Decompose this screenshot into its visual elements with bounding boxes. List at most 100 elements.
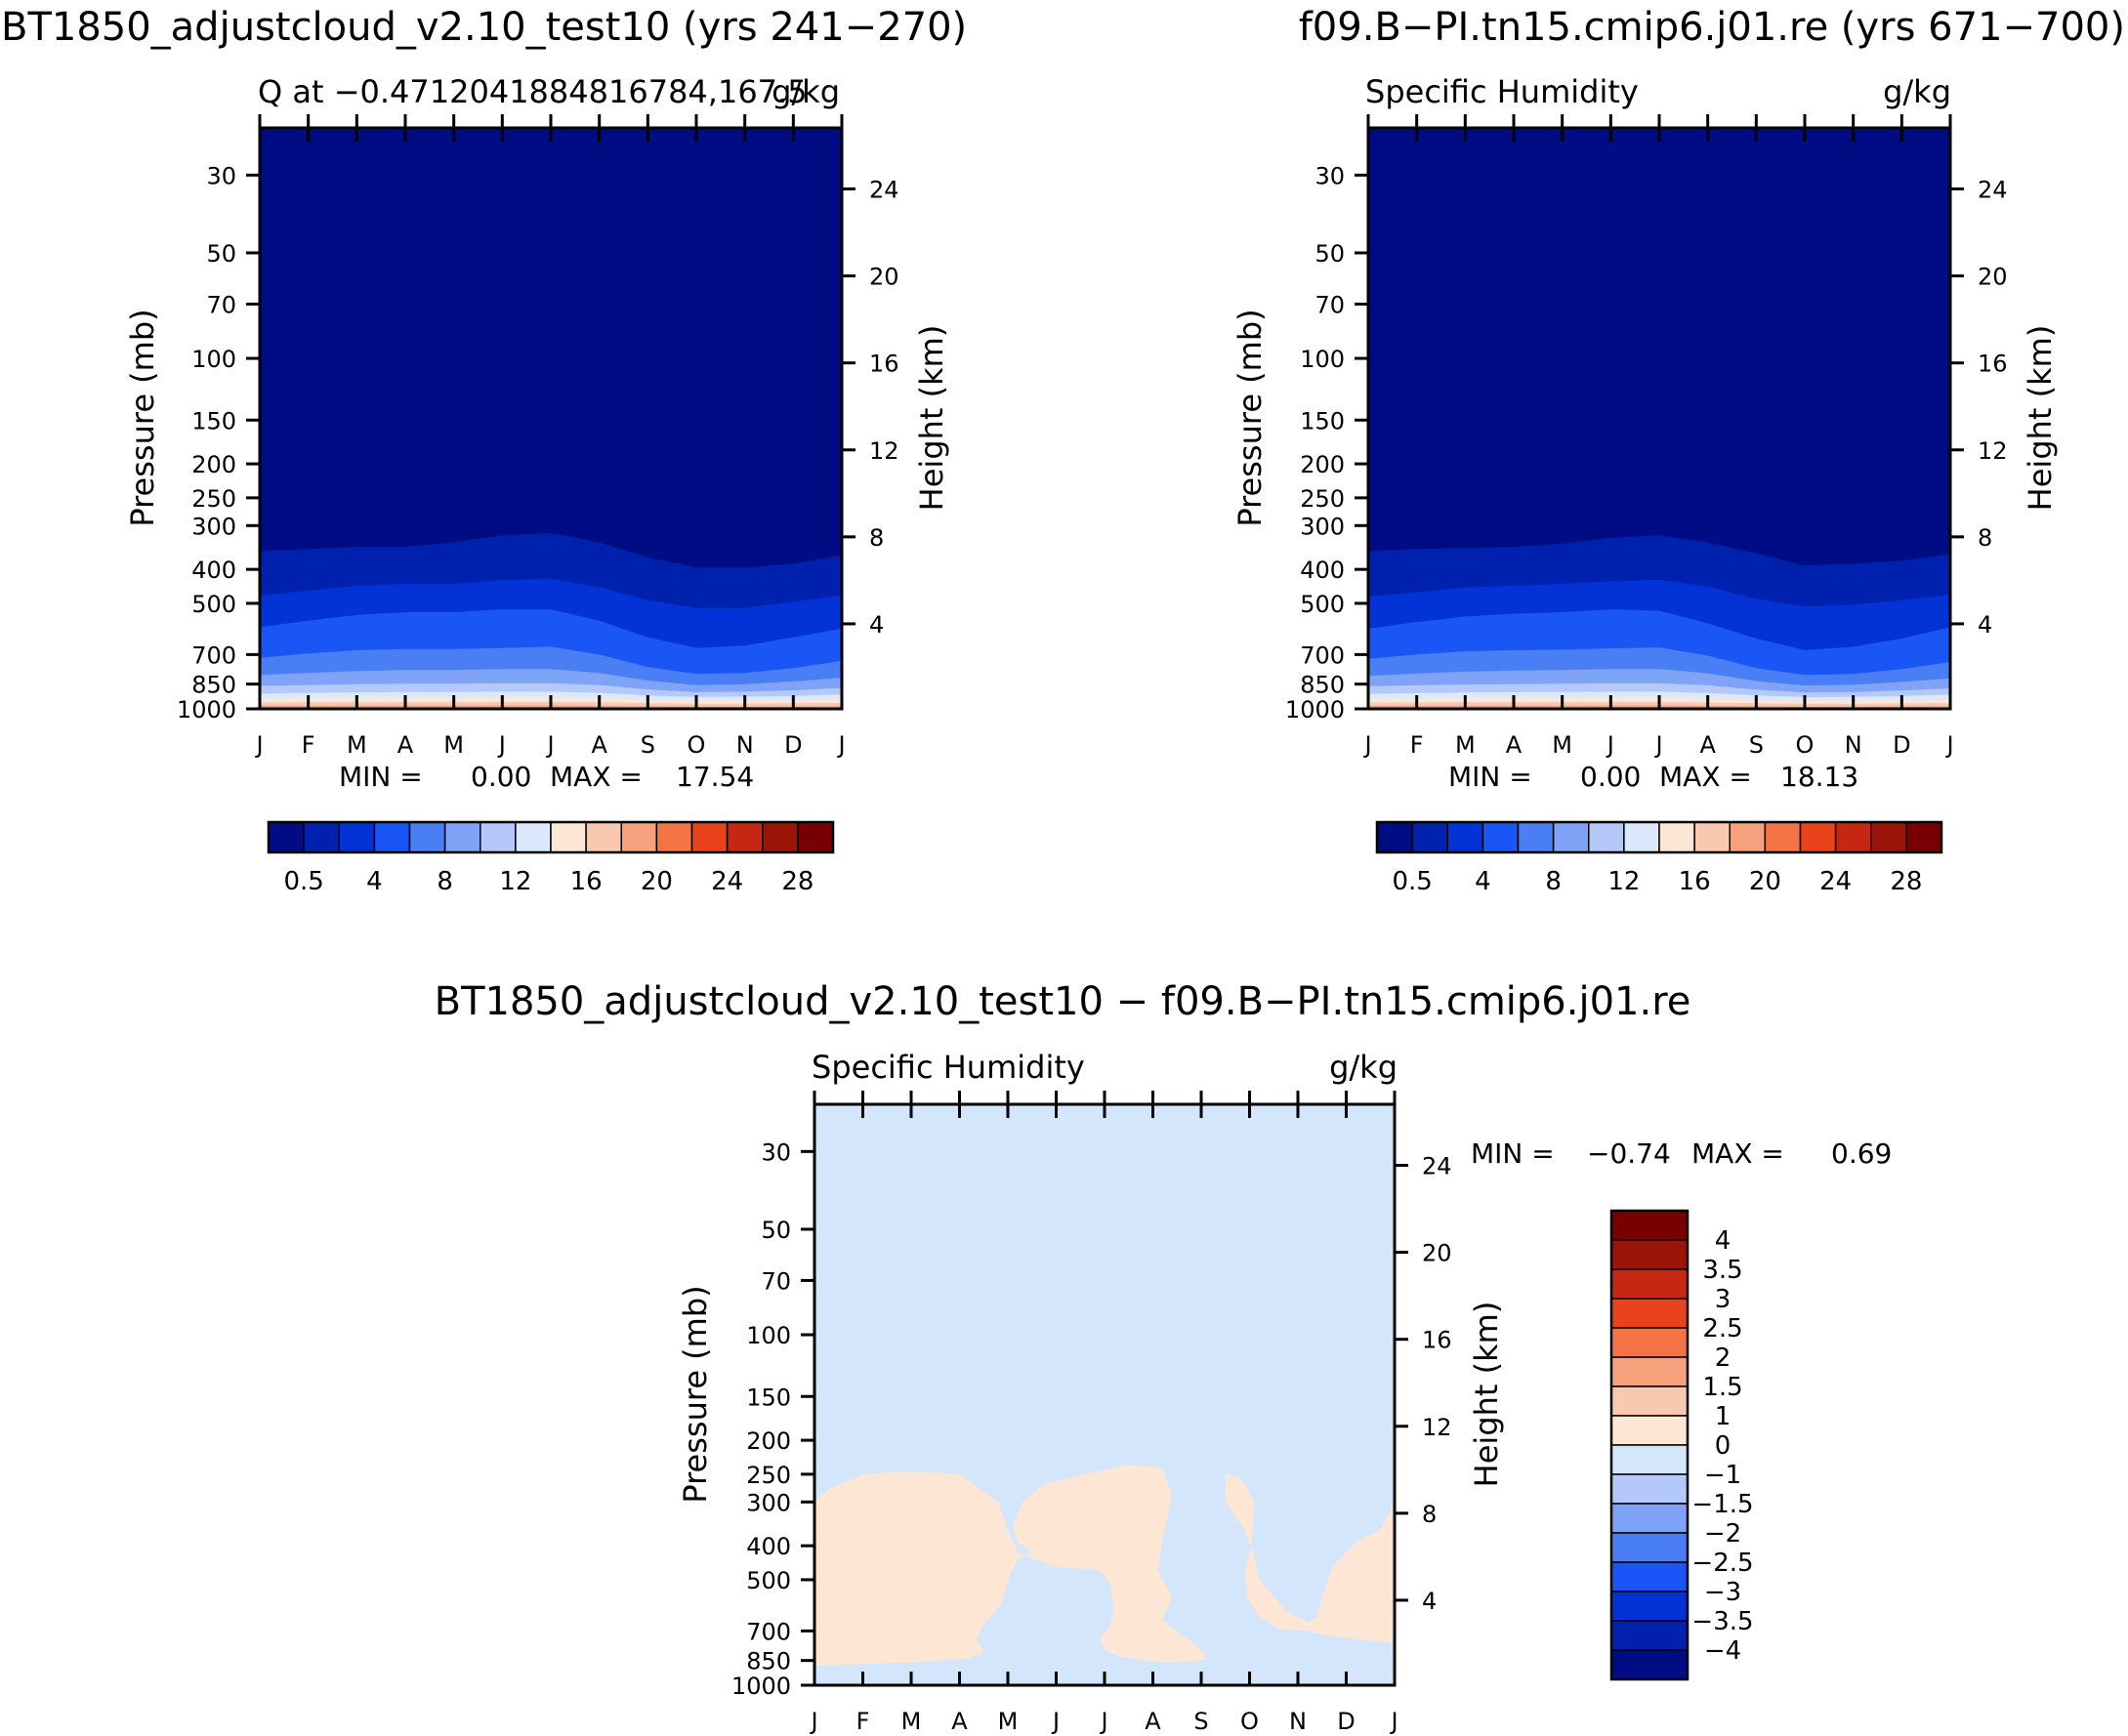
- panel-diff-min-label: MIN =: [1471, 1137, 1555, 1170]
- colorbar-label: 4: [1715, 1226, 1732, 1256]
- colorbar-frame: [1609, 1209, 1690, 1681]
- colorbar-box: [585, 821, 622, 853]
- colorbar-box: [1610, 1298, 1689, 1329]
- y-tick-label: 100: [191, 346, 236, 373]
- colorbar-label: 8: [1545, 867, 1562, 896]
- x-tick-label: S: [1749, 731, 1764, 759]
- panel-right-min-label: MIN =: [1448, 761, 1532, 793]
- panel-diff-y2-label: Height (km): [1468, 1302, 1505, 1488]
- y-tick-label: 30: [206, 162, 236, 189]
- colorbar-box: [1610, 1356, 1689, 1387]
- colorbar-label: 16: [570, 867, 603, 896]
- y-tick-label: 150: [191, 407, 236, 434]
- colorbar-box: [1610, 1561, 1689, 1592]
- panel-diff-stats: MIN = −0.74 MAX = 0.69: [1471, 1137, 1892, 1170]
- x-tick-label: A: [591, 731, 607, 759]
- panel-right-stats: MIN = 0.00 MAX = 18.13: [1448, 761, 1858, 793]
- colorbar-box: [1693, 821, 1731, 853]
- x-tick-label: F: [1410, 731, 1424, 759]
- x-tick-label: J: [497, 731, 506, 759]
- x-tick-label: N: [1289, 1708, 1307, 1735]
- y-tick-label: 700: [746, 1618, 791, 1645]
- x-tick-label: J: [809, 1708, 817, 1735]
- colorbar-box: [1610, 1415, 1689, 1446]
- y-tick-label: 100: [1300, 346, 1345, 373]
- x-tick-label: F: [856, 1708, 870, 1735]
- colorbar-label: −3: [1704, 1578, 1741, 1607]
- colorbar-label: −3.5: [1691, 1607, 1753, 1636]
- colorbar-label: 0: [1715, 1431, 1732, 1461]
- panel-right-max-label: MAX =: [1659, 761, 1752, 793]
- colorbar-box: [515, 821, 552, 853]
- y-tick-label: 30: [761, 1138, 791, 1166]
- colorbar-label: 2: [1715, 1343, 1732, 1373]
- colorbar-box: [1905, 821, 1942, 853]
- x-tick-label: A: [1506, 731, 1523, 759]
- contour-band-positive-2: [1225, 1473, 1395, 1644]
- colorbar-label: 20: [1749, 867, 1781, 896]
- colorbar-box: [1446, 821, 1484, 853]
- x-tick-label: O: [1796, 731, 1815, 759]
- colorbar-label: −1: [1704, 1461, 1741, 1490]
- panel-left-units: g/kg: [772, 73, 840, 110]
- y-tick-label: 300: [1300, 513, 1345, 540]
- x-tick-label: M: [347, 731, 367, 759]
- colorbar-box: [408, 821, 446, 853]
- colorbar-box: [762, 821, 799, 853]
- x-tick-label: J: [545, 731, 554, 759]
- y-tick-label: 700: [1300, 641, 1345, 669]
- colorbar-box: [1870, 821, 1907, 853]
- x-tick-label: J: [1653, 731, 1662, 759]
- colorbar-box: [373, 821, 411, 853]
- y2-tick-label: 12: [1422, 1414, 1452, 1441]
- y-tick-label: 850: [746, 1648, 791, 1675]
- y2-tick-label: 20: [1422, 1240, 1452, 1267]
- y2-tick-label: 8: [1422, 1501, 1437, 1528]
- panel-left: Q at −0.4712041884816784,167.5 g/kg Pres…: [124, 73, 950, 896]
- x-tick-label: J: [836, 731, 845, 759]
- colorbar-box: [303, 821, 340, 853]
- colorbar-label: 20: [641, 867, 673, 896]
- colorbar-box: [1610, 1327, 1689, 1358]
- y-tick-label: 150: [746, 1384, 791, 1411]
- y-tick-label: 250: [746, 1462, 791, 1489]
- y-tick-label: 250: [1300, 485, 1345, 513]
- left-panel-title: BT1850_adjustcloud_v2.10_test10 (yrs 241…: [1, 5, 967, 50]
- colorbar-box: [1610, 1385, 1689, 1417]
- colorbar-box: [1658, 821, 1695, 853]
- x-tick-label: M: [1552, 731, 1572, 759]
- y-tick-label: 700: [191, 641, 236, 669]
- x-tick-label: S: [641, 731, 655, 759]
- colorbar-box: [1764, 821, 1802, 853]
- y-tick-label: 850: [191, 672, 236, 699]
- colorbar-label: −1.5: [1691, 1490, 1753, 1519]
- colorbar-box: [443, 821, 481, 853]
- colorbar-label: 28: [781, 867, 814, 896]
- panel-diff-contours: [814, 1104, 1395, 1685]
- colorbar-box: [726, 821, 764, 853]
- colorbar-box: [268, 821, 305, 853]
- panel-diff-subtitle: Specific Humidity: [812, 1049, 1085, 1086]
- x-tick-label: M: [901, 1708, 922, 1735]
- panel-right: Specific Humidity g/kg Pressure (mb) Hei…: [1231, 73, 2059, 896]
- panel-left-min-value: 0.00: [471, 761, 531, 793]
- colorbar-label: −2: [1704, 1519, 1741, 1549]
- colorbar-label: 12: [499, 867, 531, 896]
- colorbar-box: [1799, 821, 1837, 853]
- x-tick-label: N: [1845, 731, 1862, 759]
- panel-left-y-label: Pressure (mb): [124, 309, 161, 526]
- y2-tick-label: 16: [1422, 1327, 1452, 1354]
- y2-tick-label: 4: [869, 611, 884, 639]
- x-tick-label: M: [443, 731, 464, 759]
- y-tick-label: 50: [1314, 240, 1345, 268]
- panel-left-min-label: MIN =: [339, 761, 423, 793]
- colorbar-label: 0.5: [1392, 867, 1432, 896]
- x-tick-label: D: [784, 731, 802, 759]
- y-tick-label: 500: [746, 1567, 791, 1594]
- y-tick-label: 400: [746, 1533, 791, 1560]
- panel-right-max-value: 18.13: [1780, 761, 1858, 793]
- x-tick-label: N: [736, 731, 754, 759]
- colorbar-box: [797, 821, 834, 853]
- y-tick-label: 70: [761, 1267, 791, 1295]
